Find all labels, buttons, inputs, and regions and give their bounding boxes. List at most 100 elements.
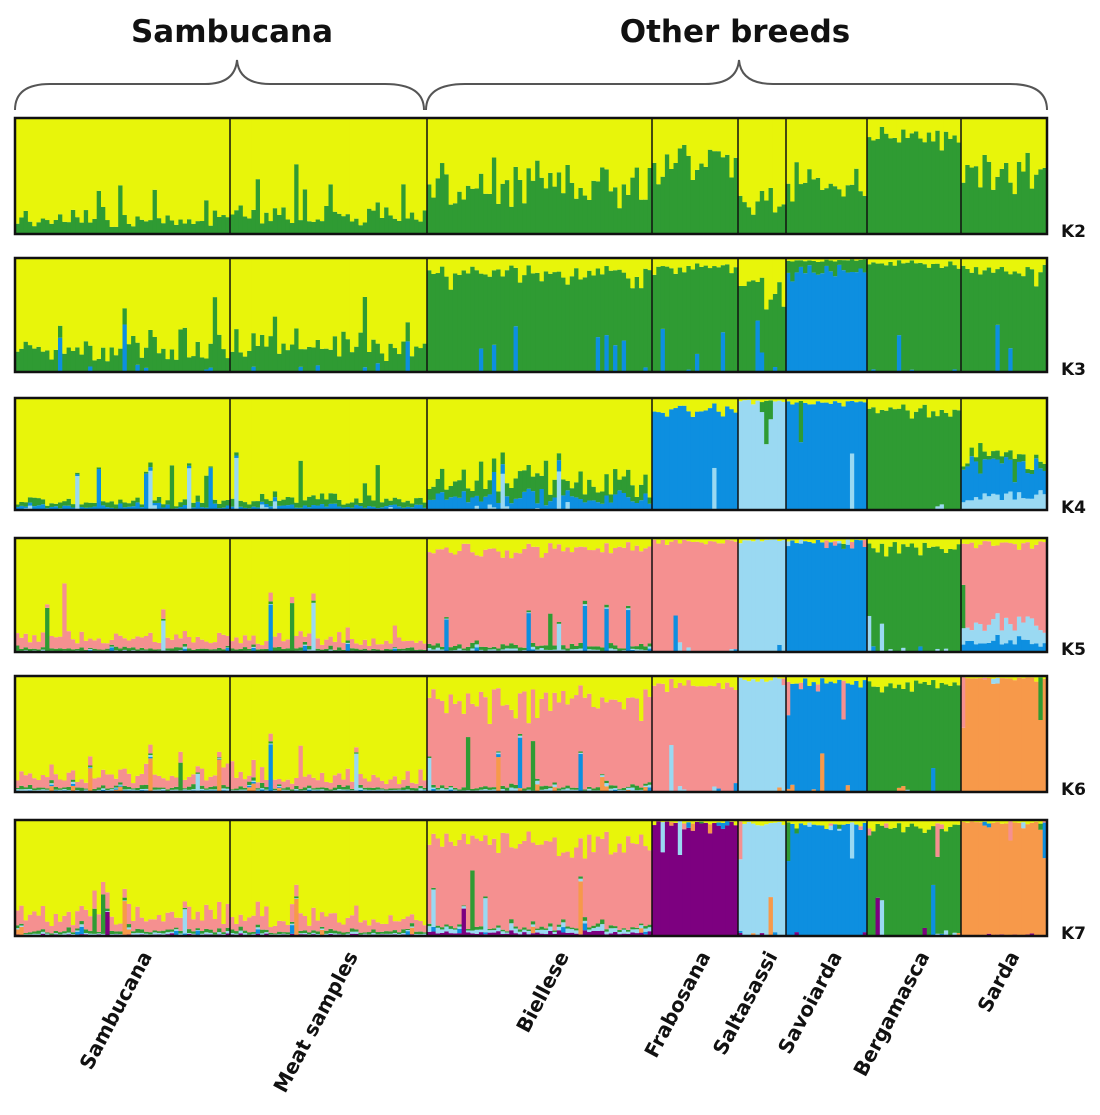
bar-k7-yellow xyxy=(152,820,158,920)
bar-k4-green xyxy=(384,498,390,507)
bar-k7-lightblue xyxy=(122,900,128,902)
bar-k3-yellow xyxy=(174,258,179,360)
bar-k5-yellow xyxy=(1012,538,1018,545)
bar-k4-yellow xyxy=(1012,398,1018,459)
bar-k2-green xyxy=(36,222,42,234)
bar-k7-pink xyxy=(324,916,330,931)
bar-k6-yellow xyxy=(786,676,791,682)
bar-k4-green xyxy=(83,502,89,508)
bar-k4-blue xyxy=(543,505,549,510)
bar-k7-pink xyxy=(311,907,317,931)
bar-k2-yellow xyxy=(690,118,696,180)
bar-k6-pink xyxy=(144,763,149,785)
bar-k2-green xyxy=(513,166,519,234)
bar-k5-lightblue xyxy=(539,648,545,652)
bar-k6-yellow xyxy=(539,676,545,699)
bar-k6-lightblue xyxy=(27,788,33,791)
bar-k6-yellow xyxy=(639,676,644,721)
bar-k2-green xyxy=(452,203,458,234)
bar-k6-green xyxy=(15,787,20,790)
bar-k6-yellow xyxy=(943,676,949,685)
bar-k6-yellow xyxy=(634,676,640,699)
bar-k7-yellow xyxy=(208,820,214,910)
bar-k3-blue xyxy=(790,281,796,372)
bar-k3-yellow xyxy=(135,258,141,343)
bar-k5-pink xyxy=(418,640,424,650)
bar-k4-yellow xyxy=(53,398,59,504)
bar-k6-blue xyxy=(832,683,838,792)
bar-k7-purple xyxy=(225,933,231,936)
bar-k2-yellow xyxy=(15,118,20,224)
bar-k2-yellow xyxy=(733,118,739,158)
bar-k7-pink xyxy=(439,846,445,928)
bar-k5-lightblue xyxy=(435,647,441,652)
bar-k3-yellow xyxy=(435,258,441,274)
bar-k6-green xyxy=(543,785,549,790)
bar-k4-yellow xyxy=(973,398,979,458)
bar-k6-lightblue xyxy=(126,789,132,791)
bar-k6-yellow xyxy=(131,676,136,784)
bar-k2-yellow xyxy=(221,118,227,216)
bar-k7-yellow xyxy=(96,820,102,915)
bar-k5-pink xyxy=(548,543,554,614)
bar-k3-yellow xyxy=(660,258,666,267)
bar-k4-yellow xyxy=(448,398,454,486)
bar-k6-lightblue xyxy=(255,789,261,791)
bar-k7-purple xyxy=(652,825,657,936)
population-label: Sambucana xyxy=(75,947,157,1073)
bar-k7-pink xyxy=(62,915,68,932)
bar-k5-green xyxy=(281,649,287,652)
bar-k5-yellow xyxy=(465,538,471,544)
bar-k3-green xyxy=(530,273,536,372)
bar-k7-yellow xyxy=(643,820,649,847)
bar-k6-pink xyxy=(699,686,705,792)
bar-k4-blue xyxy=(461,491,467,510)
bar-k5-yellow xyxy=(281,538,287,642)
bar-k7-lightblue xyxy=(349,931,355,934)
bar-k2-yellow xyxy=(418,118,424,222)
bar-k7-pink xyxy=(32,911,38,932)
bar-k7-lightblue xyxy=(952,932,958,936)
bar-k2-yellow xyxy=(144,118,149,222)
bar-k4-blue xyxy=(358,505,364,510)
bar-k5-green xyxy=(621,648,627,651)
bar-k3-green xyxy=(815,261,821,275)
bar-k6-pink xyxy=(781,678,787,686)
bar-k5-pink xyxy=(656,543,662,652)
bar-k6-blue xyxy=(733,783,739,792)
bar-k2-yellow xyxy=(1029,118,1035,189)
bar-k6-lightblue xyxy=(444,789,450,792)
bar-k4-lightblue xyxy=(474,505,480,510)
bar-k2-yellow xyxy=(483,118,489,194)
bar-k7-yellow xyxy=(195,820,201,912)
bar-k4-green xyxy=(212,499,218,504)
bar-k6-orange xyxy=(1038,720,1044,792)
bar-k5-lightblue xyxy=(1038,630,1044,647)
bar-k7-pink xyxy=(530,842,536,922)
bar-k4-lightblue xyxy=(759,412,765,510)
bar-k5-lightblue xyxy=(630,648,636,650)
bar-k7-green xyxy=(32,931,38,934)
bar-k3-green xyxy=(720,265,726,333)
bar-k2-yellow xyxy=(965,118,971,165)
bar-k4-blue xyxy=(639,500,644,510)
bar-k5-yellow xyxy=(1016,538,1022,550)
bar-k7-green xyxy=(101,894,106,934)
bar-k3-yellow xyxy=(539,258,545,282)
bar-k7-pink xyxy=(858,826,864,830)
bar-k7-lightblue xyxy=(126,927,132,930)
bar-k2-yellow xyxy=(444,118,450,175)
bar-k2-yellow xyxy=(199,118,205,222)
bar-k7-purple xyxy=(444,931,450,936)
bar-k6-green xyxy=(49,780,55,784)
bar-k7-blue xyxy=(931,884,936,936)
bar-k6-green xyxy=(367,787,372,790)
bar-k4-blue xyxy=(803,402,808,510)
bar-k4-green xyxy=(315,499,321,506)
bar-k2-yellow xyxy=(388,118,394,216)
bar-k2-green xyxy=(298,220,304,234)
bar-k5-blue xyxy=(973,644,979,652)
bar-k6-green xyxy=(156,787,162,790)
bar-k6-lightblue xyxy=(230,790,235,792)
bar-k6-green xyxy=(281,788,287,790)
